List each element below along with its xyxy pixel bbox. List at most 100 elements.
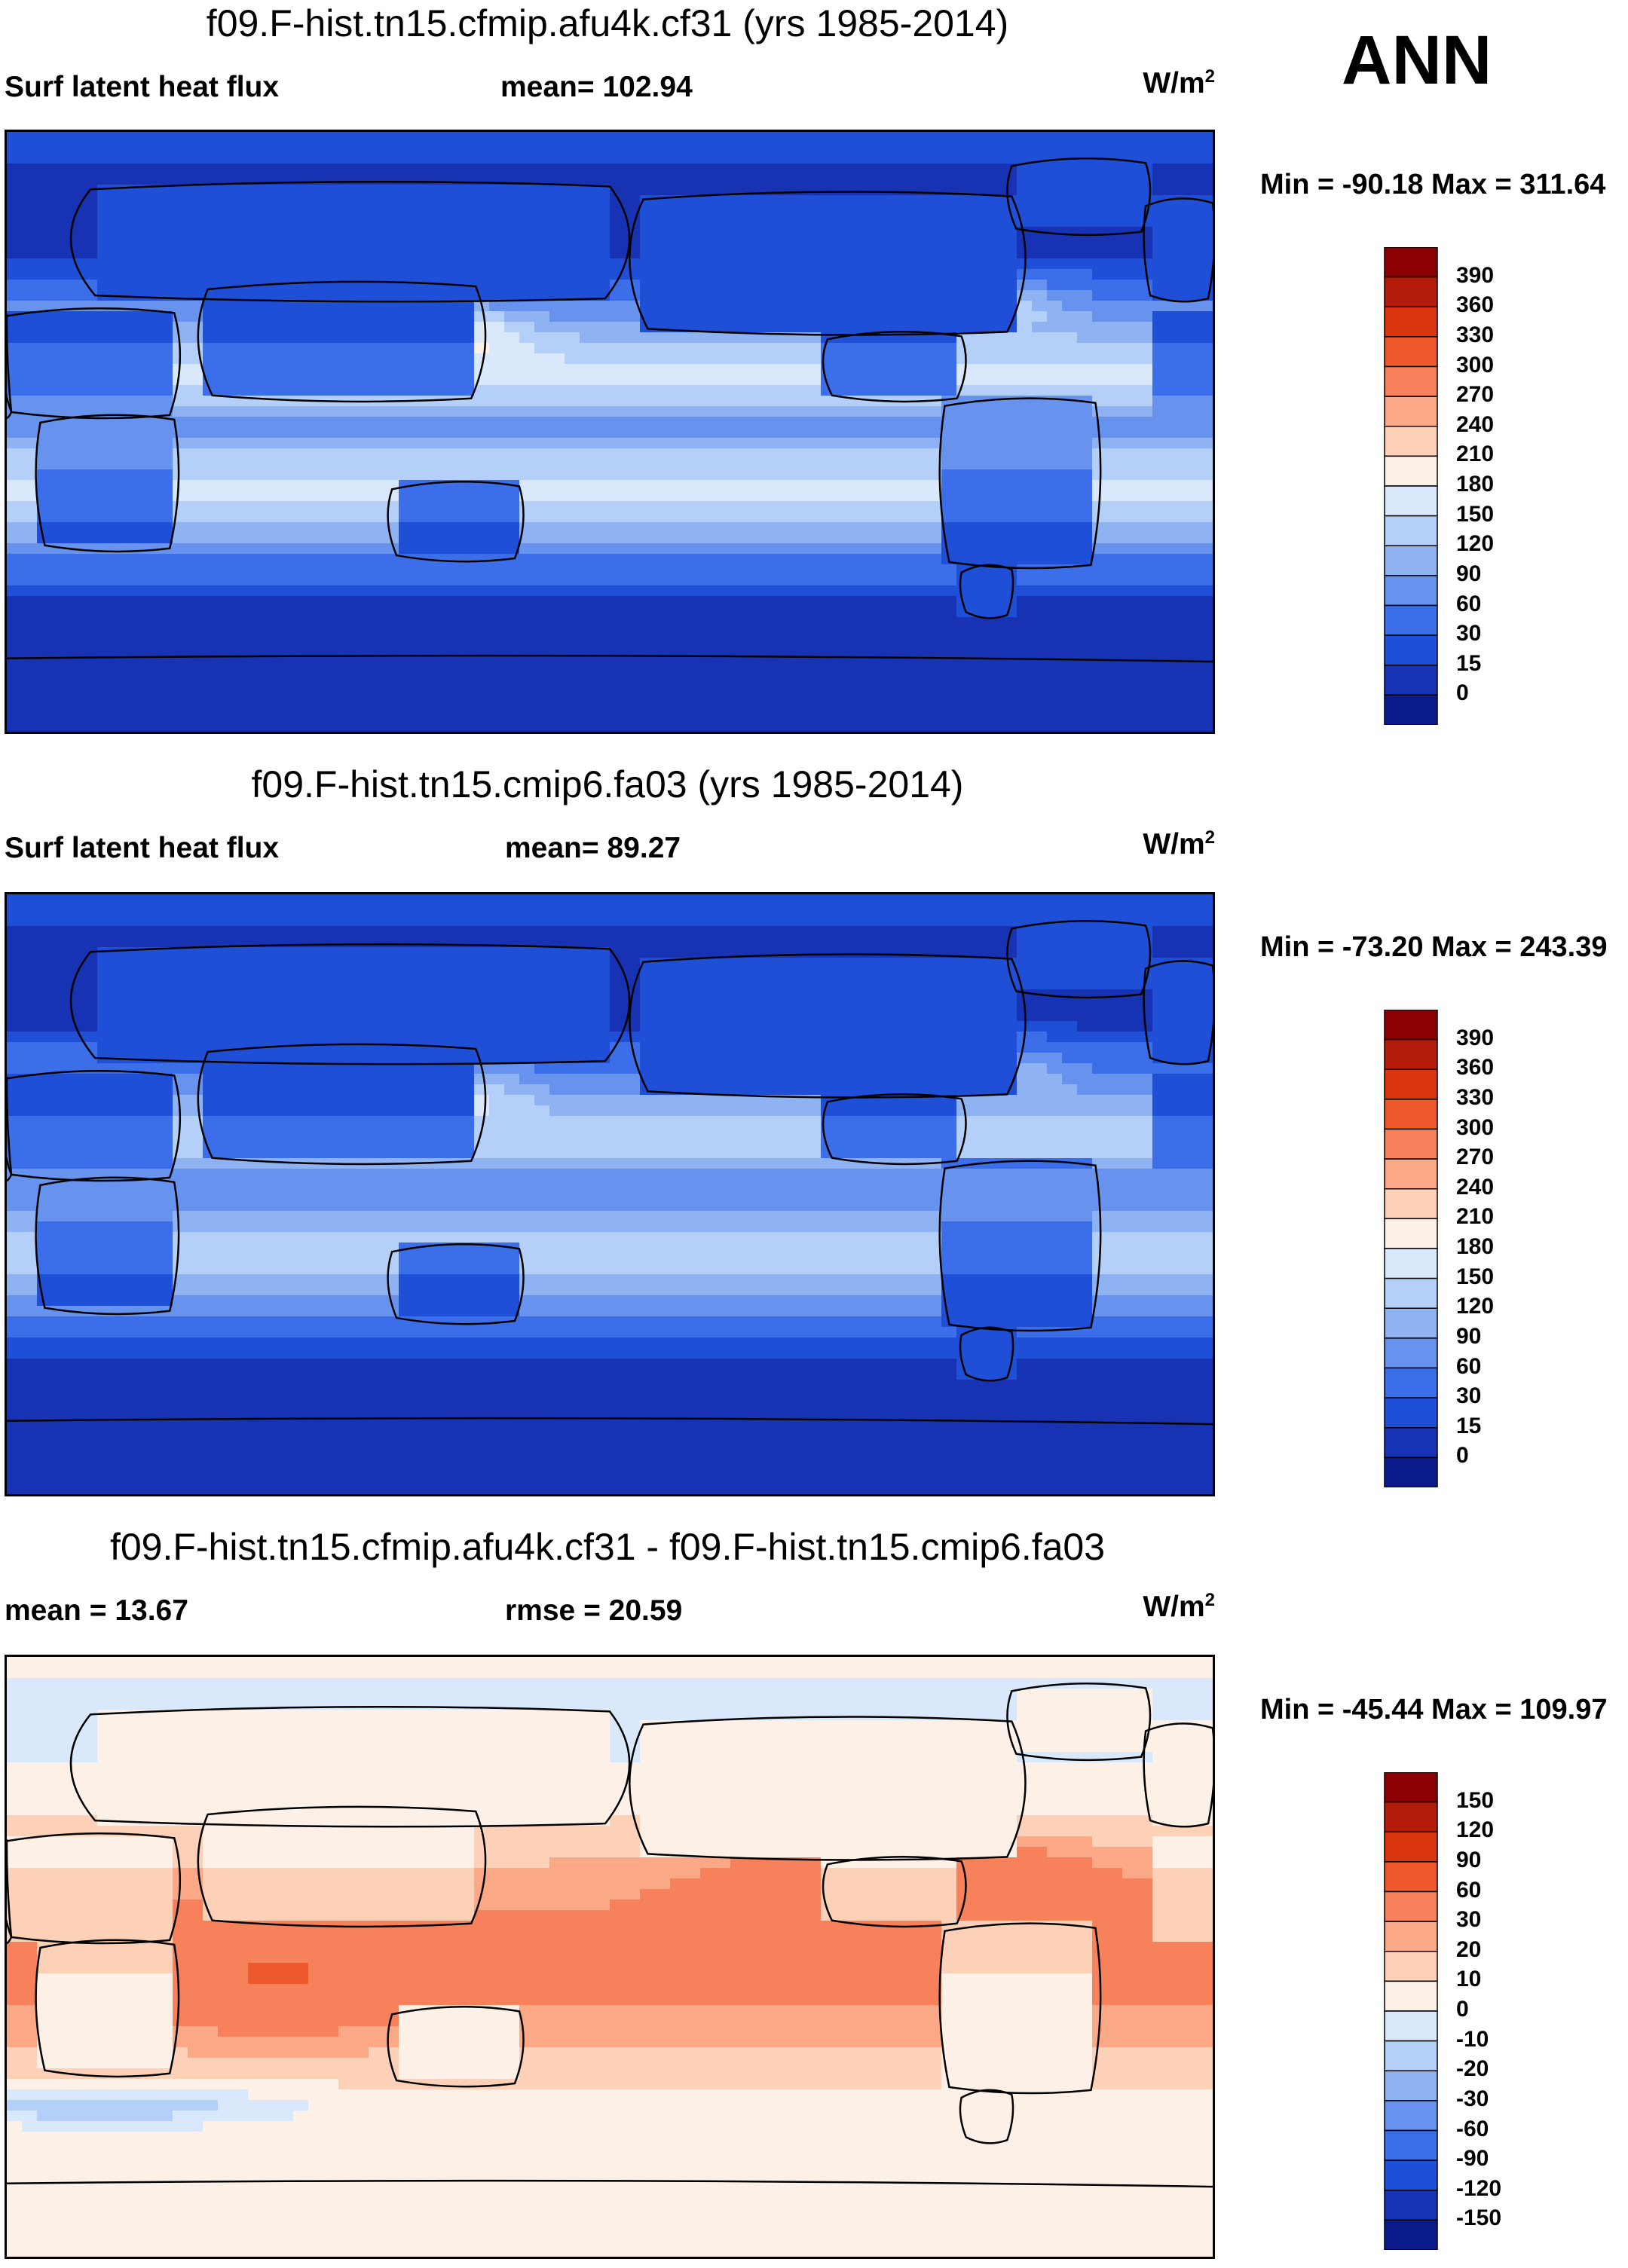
colorbar-swatch: [1384, 1771, 1438, 1803]
colorbar-swatch: [1384, 2100, 1438, 2132]
map-field-cells: [7, 132, 1213, 732]
colorbar-svg: [1384, 246, 1438, 726]
colorbar-tick-label: 15: [1456, 1413, 1482, 1438]
panel-1-variable-label: Surf latent heat flux: [5, 71, 280, 103]
panel-2-title: f09.F-hist.tn15.cmip6.fa03 (yrs 1985-201…: [251, 763, 964, 805]
colorbar-tick-label: 300: [1456, 1114, 1495, 1140]
panel-2-map: [5, 892, 1215, 1496]
units-exponent: 2: [1204, 1590, 1215, 1610]
colorbar-swatch: [1384, 1367, 1438, 1398]
colorbar-swatch: [1384, 2219, 1438, 2251]
map-field-svg: [7, 1657, 1213, 2257]
map-field-svg: [7, 894, 1213, 1494]
colorbar-swatch: [1384, 665, 1438, 696]
colorbar-swatch: [1384, 545, 1438, 576]
colorbar-tick-label: 150: [1456, 1264, 1495, 1289]
colorbar-tick-label: 120: [1456, 531, 1495, 557]
colorbar-swatch: [1384, 1277, 1438, 1309]
colorbar-tick-label: 270: [1456, 1145, 1495, 1170]
panel-3-minmax: Min = -45.44 Max = 109.97: [1260, 1694, 1608, 1725]
map-field-svg: [7, 132, 1213, 732]
colorbar-tick-label: 390: [1456, 262, 1495, 288]
colorbar-swatch: [1384, 2070, 1438, 2101]
colorbar-swatch: [1384, 1921, 1438, 1952]
colorbar-tick-label: 60: [1456, 1353, 1482, 1379]
colorbar-tick-label: 330: [1456, 322, 1495, 347]
colorbar-tick-label: 90: [1456, 1323, 1482, 1349]
panel-3-map: [5, 1655, 1215, 2259]
colorbar-tick-label: 270: [1456, 382, 1495, 408]
colorbar-tick-label: 90: [1456, 561, 1482, 586]
colorbar-swatch: [1384, 1009, 1438, 1041]
colorbar-swatch: [1384, 455, 1438, 487]
colorbar-swatch: [1384, 575, 1438, 607]
colorbar-tick-label: 30: [1456, 621, 1482, 646]
colorbar-swatch: [1384, 604, 1438, 636]
colorbar-tick-label: 150: [1456, 501, 1495, 527]
colorbar-tick-label: 0: [1456, 1997, 1469, 2022]
panel-3-mean-label: mean = 13.67: [5, 1594, 188, 1627]
colorbar-tick-label: 15: [1456, 650, 1482, 676]
colorbar-swatch: [1384, 694, 1438, 726]
panel-1-map: [5, 130, 1215, 734]
colorbar-swatch: [1384, 1891, 1438, 1922]
colorbar-swatch: [1384, 306, 1438, 338]
colorbar-svg: [1384, 1771, 1438, 2251]
colorbar-swatch: [1384, 2190, 1438, 2221]
units-exponent: 2: [1204, 827, 1215, 848]
colorbar-tick-label: 360: [1456, 1055, 1495, 1081]
map-field-cells: [7, 894, 1213, 1494]
colorbar-swatch: [1384, 1307, 1438, 1339]
colorbar-tick-label: -120: [1456, 2175, 1502, 2201]
colorbar-tick-label: 390: [1456, 1025, 1495, 1050]
colorbar-swatch: [1384, 2040, 1438, 2071]
colorbar-tick-label: 0: [1456, 1443, 1469, 1469]
colorbar-tick-label: 120: [1456, 1294, 1495, 1319]
colorbar-swatch: [1384, 1427, 1438, 1459]
colorbar-tick-label: 180: [1456, 472, 1495, 497]
colorbar-tick-label: 60: [1456, 591, 1482, 616]
season-label: ANN: [1342, 22, 1492, 99]
colorbar-swatch: [1384, 1218, 1438, 1249]
colorbar-swatch: [1384, 1456, 1438, 1488]
colorbar-swatch: [1384, 1861, 1438, 1893]
colorbar-tick-label: 0: [1456, 680, 1469, 706]
colorbar-swatch: [1384, 2159, 1438, 2191]
colorbar-swatch: [1384, 1801, 1438, 1832]
colorbar-swatch: [1384, 1158, 1438, 1190]
colorbar-tick-label: 300: [1456, 352, 1495, 377]
colorbar-swatch: [1384, 246, 1438, 278]
colorbar-tick-label: -10: [1456, 2026, 1489, 2052]
colorbar-swatch: [1384, 2010, 1438, 2042]
colorbar-tick-label: 360: [1456, 292, 1495, 318]
panel-1-units: W/m2: [1143, 66, 1215, 100]
colorbar-swatch: [1384, 1099, 1438, 1130]
colorbar-tick-label: 330: [1456, 1084, 1495, 1110]
panel-2-units: W/m2: [1143, 827, 1215, 861]
colorbar-tick-label: -30: [1456, 2086, 1489, 2111]
colorbar-tick-label: 240: [1456, 1174, 1495, 1200]
colorbar-swatch: [1384, 276, 1438, 307]
colorbar-swatch: [1384, 2129, 1438, 2161]
colorbar-tick-label: 10: [1456, 1967, 1482, 1992]
panel-1-minmax: Min = -90.18 Max = 311.64: [1260, 169, 1606, 200]
colorbar-swatch: [1384, 1397, 1438, 1429]
colorbar-tick-label: -90: [1456, 2146, 1489, 2172]
units-base: W/m: [1143, 1591, 1205, 1623]
panel-1-mean-label: mean= 102.94: [500, 71, 693, 103]
panel-3-title: f09.F-hist.tn15.cfmip.afu4k.cf31 - f09.F…: [109, 1526, 1106, 1568]
panel-3-rmse-label: rmse = 20.59: [505, 1594, 683, 1627]
coastlines: [7, 157, 1213, 663]
colorbar-swatch: [1384, 1038, 1438, 1070]
units-base: W/m: [1143, 67, 1205, 99]
colorbar-swatch: [1384, 426, 1438, 457]
colorbar-tick-label: 60: [1456, 1877, 1482, 1903]
units-base: W/m: [1143, 828, 1205, 860]
panel-2-variable-label: Surf latent heat flux: [5, 832, 280, 864]
colorbar-tick-label: 180: [1456, 1234, 1495, 1259]
colorbar-tick-label: 30: [1456, 1907, 1482, 1933]
colorbar-swatch: [1384, 336, 1438, 368]
coastlines: [7, 920, 1213, 1426]
panel-1-title: f09.F-hist.tn15.cfmip.afu4k.cf31 (yrs 19…: [206, 2, 1009, 44]
colorbar-tick-label: -150: [1456, 2205, 1502, 2231]
